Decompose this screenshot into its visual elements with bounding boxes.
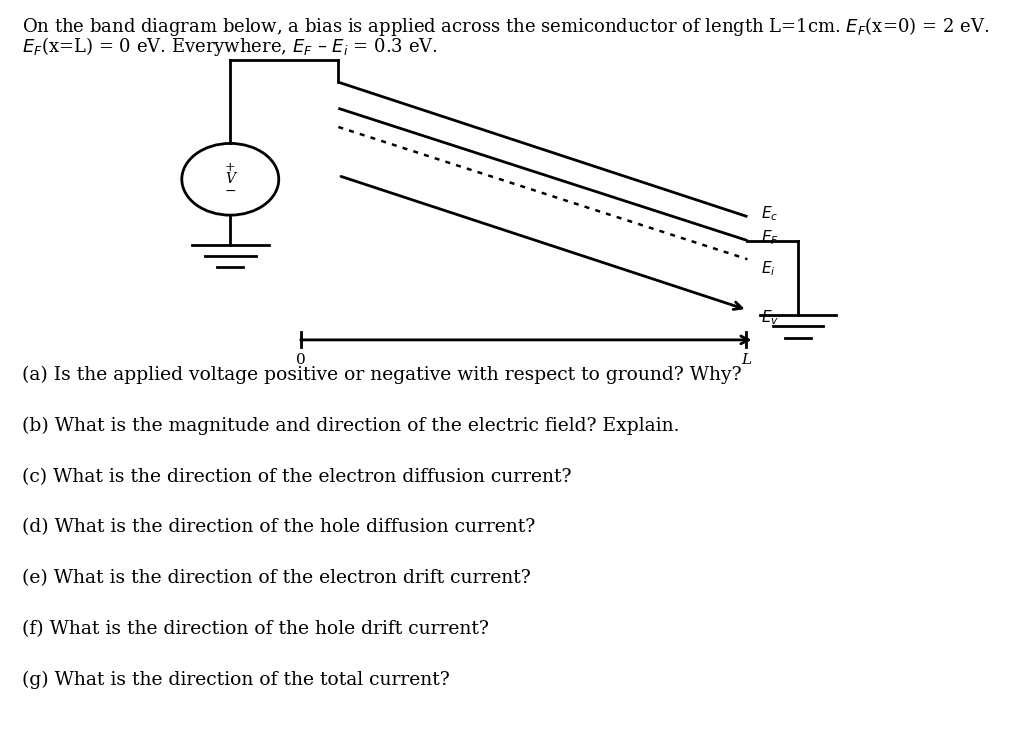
Text: −: −: [224, 185, 236, 198]
Text: (a) Is the applied voltage positive or negative with respect to ground? Why?: (a) Is the applied voltage positive or n…: [22, 366, 741, 384]
Text: V: V: [225, 172, 235, 185]
Text: (g) What is the direction of the total current?: (g) What is the direction of the total c…: [22, 671, 450, 689]
Text: (c) What is the direction of the electron diffusion current?: (c) What is the direction of the electro…: [22, 468, 572, 486]
Text: (d) What is the direction of the hole diffusion current?: (d) What is the direction of the hole di…: [22, 518, 535, 536]
Text: $E_v$: $E_v$: [761, 308, 779, 327]
Text: (b) What is the magnitude and direction of the electric field? Explain.: (b) What is the magnitude and direction …: [22, 417, 680, 435]
Text: $E_i$: $E_i$: [761, 258, 775, 278]
Text: $E_c$: $E_c$: [761, 204, 778, 223]
Text: L: L: [741, 353, 751, 368]
Text: (f) What is the direction of the hole drift current?: (f) What is the direction of the hole dr…: [22, 620, 489, 638]
Text: 0: 0: [296, 353, 306, 368]
Text: $E_F$(x=L) = 0 eV. Everywhere, $E_F$ – $E_i$ = 0.3 eV.: $E_F$(x=L) = 0 eV. Everywhere, $E_F$ – $…: [22, 35, 438, 58]
Text: $E_F$: $E_F$: [761, 228, 779, 247]
Text: +: +: [225, 161, 235, 174]
Text: On the band diagram below, a bias is applied across the semiconductor of length : On the band diagram below, a bias is app…: [22, 15, 990, 38]
Text: (e) What is the direction of the electron drift current?: (e) What is the direction of the electro…: [22, 569, 531, 587]
